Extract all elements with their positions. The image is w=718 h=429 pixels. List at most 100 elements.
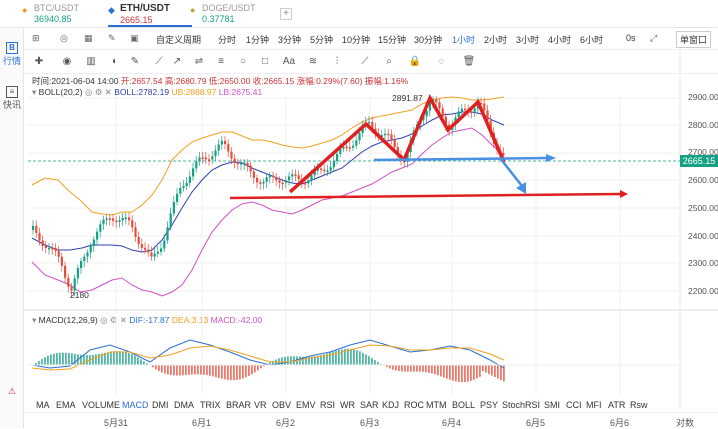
indicator-rsw[interactable]: Rsw <box>630 400 648 410</box>
camera-icon[interactable]: ▣ <box>130 33 139 43</box>
fullscreen-icon[interactable]: ⤢ <box>650 33 658 43</box>
candle-body <box>214 150 217 157</box>
tab-eth[interactable]: ◆ ETH/USDT 2665.15 <box>108 3 192 27</box>
period-6[interactable]: 15分钟 <box>378 35 407 45</box>
macd-bar <box>467 365 469 382</box>
period-2[interactable]: 1分钟 <box>246 35 270 45</box>
candle-body <box>236 162 239 165</box>
macd-bar <box>41 358 43 365</box>
fib-icon[interactable]: ⫶ <box>335 56 339 67</box>
news-button[interactable]: ≡ 快讯 <box>2 86 22 111</box>
eye-icon[interactable]: ◐ <box>111 56 119 67</box>
candle-body <box>489 120 492 133</box>
date-label: 5月31 <box>104 418 129 428</box>
custom-period-button[interactable]: 自定义周期 <box>156 35 202 45</box>
macd-bar <box>50 354 52 365</box>
lock-icon[interactable]: 🔒 <box>408 56 422 67</box>
indicator-smi[interactable]: SMI <box>544 400 561 410</box>
pencil-icon[interactable]: ✎ <box>130 56 140 67</box>
notice-icon[interactable]: ⚠ <box>7 386 17 396</box>
period-9[interactable]: 2小时 <box>484 35 508 45</box>
countdown: 0s <box>626 33 636 43</box>
indicator-macd[interactable]: MACD <box>122 400 149 410</box>
chart-type-icon[interactable]: ▦ <box>84 33 93 43</box>
date-label: 6月4 <box>442 418 462 428</box>
line-icon[interactable]: ⟋ <box>155 56 163 67</box>
ray-icon[interactable]: ↗ <box>172 56 182 67</box>
macd-bar <box>338 349 340 365</box>
quotes-button[interactable]: B 行情 <box>2 42 22 67</box>
rectangle-icon[interactable]: □ <box>261 56 269 67</box>
magnifier-icon[interactable]: ⌕ <box>386 56 392 67</box>
settings-icon[interactable]: ◎ <box>60 33 68 43</box>
period-5[interactable]: 10分钟 <box>342 35 371 45</box>
period-7[interactable]: 30分钟 <box>414 35 443 45</box>
log-scale-toggle[interactable]: 对数 <box>676 418 695 428</box>
candle-body <box>310 175 313 181</box>
crosshair-icon[interactable]: ✚ <box>34 56 44 67</box>
period-3[interactable]: 3分钟 <box>278 35 302 45</box>
candle-body <box>80 261 83 269</box>
indicator-mfi[interactable]: MFI <box>586 400 602 410</box>
indicator-cci[interactable]: CCI <box>566 400 582 410</box>
compare-icon[interactable]: ⊞ <box>32 33 40 43</box>
low-price-label: 2180 <box>70 290 89 300</box>
indicator-kdj[interactable]: KDJ <box>382 400 400 410</box>
brush-icon[interactable]: ≋ <box>308 56 318 67</box>
indicator-obv[interactable]: OBV <box>272 400 292 410</box>
indicator-psy[interactable]: PSY <box>480 400 499 410</box>
tab-doge[interactable]: ● DOGE/USDT 0.37781 <box>190 3 276 27</box>
left-sidebar: B 行情 ≡ 快讯 ⚠ <box>0 28 24 428</box>
boll-visibility-icon[interactable]: ◎ ⚙ ✕ <box>84 87 112 97</box>
indicator-icon[interactable]: ✎ <box>108 33 116 43</box>
tab-btc[interactable]: ● BTC/USDT 36940.85 <box>22 3 102 27</box>
indicator-brar[interactable]: BRAR <box>226 400 252 410</box>
indicator-wr[interactable]: WR <box>340 400 355 410</box>
macd-histogram <box>32 348 505 383</box>
text-icon[interactable]: Aa <box>282 56 296 67</box>
indicator-ema[interactable]: EMA <box>56 400 76 410</box>
period-1[interactable]: 分时 <box>218 35 237 45</box>
indicator-mtm[interactable]: MTM <box>426 400 447 410</box>
indicator-atr[interactable]: ATR <box>608 400 626 410</box>
boll-toggle-icon[interactable]: ▾ <box>32 87 37 97</box>
indicator-rsi[interactable]: RSI <box>320 400 336 410</box>
indicator-boll[interactable]: BOLL <box>452 400 476 410</box>
indicator-roc[interactable]: ROC <box>404 400 424 410</box>
hline-icon[interactable]: ⇌ <box>194 56 204 67</box>
price-axis-label: 2300.00 <box>688 258 718 268</box>
candle-body <box>32 225 35 230</box>
add-tab-button[interactable]: + <box>280 8 292 20</box>
period-10[interactable]: 3小时 <box>516 35 540 45</box>
candle-body <box>83 256 86 262</box>
period-8[interactable]: 1小时 <box>452 35 476 45</box>
period-11[interactable]: 4小时 <box>548 35 572 45</box>
macd-visibility-icon[interactable]: ◎ ⚙ ✕ <box>100 315 127 325</box>
circle-icon[interactable]: ○ <box>239 56 247 67</box>
eye-off-icon[interactable]: ◌ <box>438 56 444 67</box>
macd-toggle-icon[interactable]: ▾ <box>32 315 37 325</box>
magnet-icon[interactable]: ◉ <box>62 56 72 67</box>
indicator-trix[interactable]: TRIX <box>200 400 221 410</box>
period-12[interactable]: 6小时 <box>580 35 604 45</box>
window-mode-select[interactable]: 单窗口 <box>676 31 712 48</box>
period-4[interactable]: 5分钟 <box>310 35 334 45</box>
indicator-volume[interactable]: VOLUME <box>82 400 121 410</box>
indicator-vr[interactable]: VR <box>254 400 267 410</box>
ohlc-change: 涨幅:0.29%(7.60) <box>296 76 363 86</box>
indicator-dma[interactable]: DMA <box>174 400 194 410</box>
date-label: 6月1 <box>192 418 212 428</box>
ruler-icon[interactable]: ▥ <box>86 56 96 67</box>
indicator-dmi[interactable]: DMI <box>152 400 169 410</box>
macd-bar <box>206 365 208 376</box>
parallel-icon[interactable]: ≡ <box>218 56 224 67</box>
indicator-sar[interactable]: SAR <box>360 400 379 410</box>
indicator-stochrsi[interactable]: StochRSI <box>502 400 541 410</box>
macd-bar <box>161 365 163 373</box>
pin-icon[interactable]: ⟋ <box>361 56 369 67</box>
candle-body <box>227 144 230 152</box>
indicator-emv[interactable]: EMV <box>296 400 316 410</box>
trash-icon[interactable]: 🗑 <box>462 56 476 67</box>
indicator-ma[interactable]: MA <box>36 400 50 410</box>
